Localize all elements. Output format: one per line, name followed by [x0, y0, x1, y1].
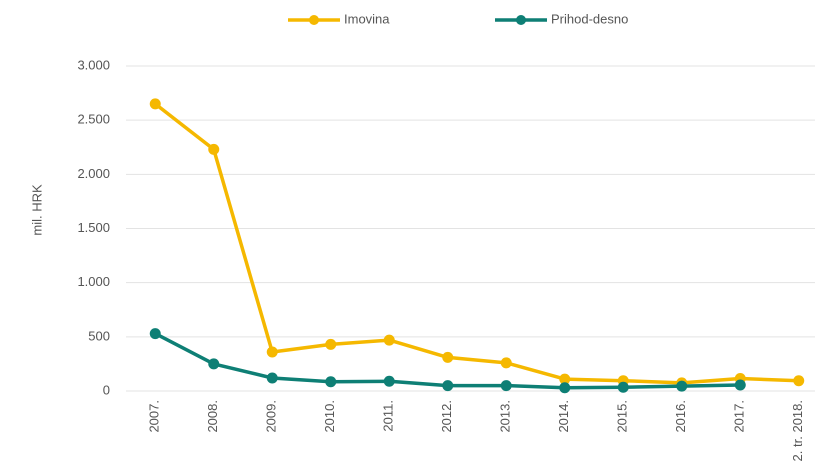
x-tick-label: 2014.: [556, 400, 571, 433]
data-point: [266, 346, 278, 358]
data-point: [149, 98, 161, 110]
data-point: [734, 379, 746, 391]
legend-label: Imovina: [344, 11, 390, 26]
x-tick-label: 2017.: [732, 400, 747, 433]
y-tick-label: 2.000: [77, 166, 110, 181]
x-tick-label: 2010.: [322, 400, 337, 433]
legend-label: Prihod-desno: [551, 11, 628, 26]
y-tick-label: 1.000: [77, 274, 110, 289]
x-tick-label: 2. tr. 2018.: [790, 400, 805, 461]
data-point: [793, 375, 805, 387]
data-point: [559, 373, 571, 385]
x-tick-label: 2012.: [439, 400, 454, 433]
data-point: [500, 357, 512, 369]
y-tick-label: 1.500: [77, 220, 110, 235]
y-tick-label: 2.500: [77, 112, 110, 127]
x-tick-label: 2007.: [147, 400, 162, 433]
data-point: [383, 375, 395, 387]
y-tick-label: 500: [88, 328, 110, 343]
data-point: [500, 380, 512, 392]
data-point: [676, 380, 688, 392]
data-point: [208, 358, 220, 370]
series-line: [154, 102, 799, 385]
y-axis-label: mil. HRK: [29, 184, 44, 236]
legend-marker: [516, 15, 526, 25]
data-point: [383, 334, 395, 346]
x-tick-label: 2015.: [615, 400, 630, 433]
legend-marker: [309, 15, 319, 25]
data-point: [325, 376, 337, 388]
y-tick-label: 3.000: [77, 57, 110, 72]
data-point: [617, 381, 629, 393]
x-tick-label: 2009.: [264, 400, 279, 433]
data-point: [149, 328, 161, 340]
data-point: [442, 380, 454, 392]
data-point: [266, 372, 278, 384]
data-point: [208, 143, 220, 155]
x-tick-label: 2016.: [673, 400, 688, 433]
data-point: [325, 338, 337, 350]
data-point: [442, 351, 454, 363]
x-tick-label: 2011.: [381, 400, 396, 432]
x-tick-label: 2013.: [498, 400, 513, 433]
y-tick-label: 0: [103, 382, 110, 397]
x-tick-label: 2008.: [205, 400, 220, 433]
data-point: [559, 382, 571, 394]
